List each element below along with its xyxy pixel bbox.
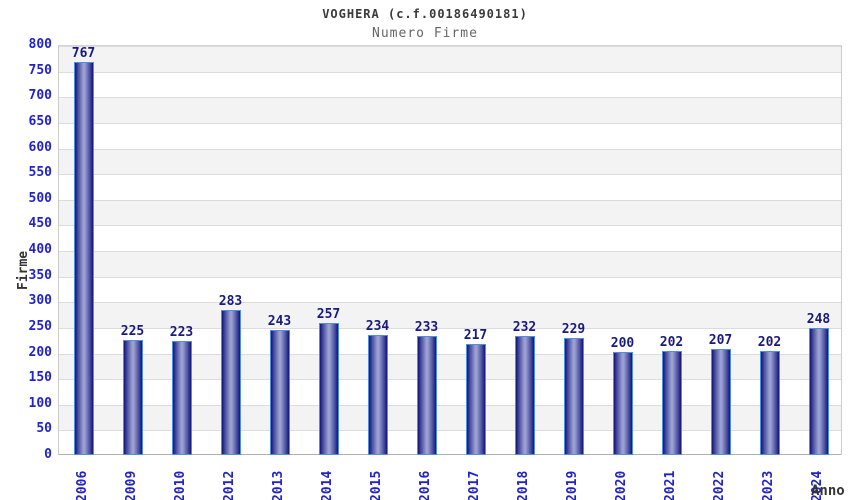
x-tick-label: 2010 (172, 470, 188, 500)
plot-band (59, 276, 841, 303)
bar (563, 338, 584, 455)
y-tick-label: 150 (28, 370, 52, 386)
bar-value-label: 202 (757, 335, 782, 350)
plot-band (59, 71, 841, 98)
bar-value-label: 229 (561, 322, 586, 337)
x-tick-label: 2013 (270, 470, 286, 500)
bar (514, 336, 535, 455)
plot-band (59, 46, 841, 72)
x-tick-label: 2014 (319, 470, 335, 500)
bar-value-label: 767 (71, 46, 96, 61)
bar (269, 330, 290, 455)
y-tick-label: 250 (28, 318, 52, 334)
bar (612, 352, 633, 455)
gridline (59, 251, 841, 252)
bar-value-label: 257 (316, 307, 341, 322)
x-tick-label: 2019 (564, 470, 580, 500)
bar-value-label: 243 (267, 314, 292, 329)
x-axis-line (59, 454, 841, 455)
gridline (59, 122, 841, 124)
x-tick-label: 2023 (760, 470, 776, 500)
bar (759, 351, 780, 455)
y-tick-label: 500 (28, 190, 52, 206)
x-tick-label: 2006 (74, 470, 90, 500)
bar (318, 323, 339, 455)
x-tick-label: 2015 (368, 470, 384, 500)
plot-band (59, 174, 841, 200)
gridline (59, 71, 841, 73)
x-tick-label: 2012 (221, 470, 237, 500)
bar (710, 349, 731, 455)
y-tick-label: 750 (28, 62, 52, 78)
plot-band (59, 148, 841, 175)
y-tick-label: 700 (28, 88, 52, 104)
y-tick-label: 550 (28, 165, 52, 181)
y-tick-label: 650 (28, 113, 52, 129)
bar (367, 335, 388, 455)
gridline (59, 225, 841, 227)
y-tick-label: 0 (44, 447, 52, 462)
plot-band (59, 225, 841, 251)
bar (416, 336, 437, 455)
x-axis-title: Anno (811, 483, 845, 499)
gridline (59, 199, 841, 201)
bar-value-label: 207 (708, 333, 733, 348)
gridline (59, 430, 841, 432)
plot-area: 767 225 223 283 243 257 234 233 217 232 229 200 202 2… (58, 45, 842, 456)
bar (171, 341, 192, 455)
y-tick-label: 400 (28, 242, 52, 257)
bar-value-label: 200 (610, 336, 635, 351)
gridline (59, 276, 841, 278)
bar (220, 310, 241, 455)
bar (808, 328, 829, 455)
gridline (59, 174, 841, 176)
y-tick-label: 450 (28, 216, 52, 232)
y-tick-label: 600 (28, 139, 52, 155)
chart-subtitle: Numero Firme (372, 26, 478, 41)
y-tick-label: 800 (28, 37, 52, 52)
x-tick-label: 2022 (711, 470, 727, 500)
y-tick-label: 350 (28, 267, 52, 283)
bar (73, 62, 94, 455)
plot-band (59, 251, 841, 277)
bar (465, 344, 486, 455)
gridline (59, 327, 841, 329)
y-tick-label: 300 (28, 293, 52, 309)
x-tick-label: 2018 (515, 470, 531, 500)
x-tick-label: 2016 (417, 470, 433, 500)
x-tick-label: 2017 (466, 470, 482, 500)
y-tick-label: 50 (36, 421, 52, 437)
bar-value-label: 217 (463, 328, 488, 343)
plot-band (59, 199, 841, 226)
y-tick-label: 200 (28, 344, 52, 360)
chart-title: VOGHERA (c.f.00186490181) (322, 7, 528, 21)
bar-value-label: 223 (169, 325, 194, 340)
gridline (59, 404, 841, 406)
plot-band (59, 97, 841, 123)
bar (122, 340, 143, 455)
gridline (59, 302, 841, 304)
x-tick-label: 2020 (613, 470, 629, 500)
bar-value-label: 202 (659, 335, 684, 350)
y-tick-label: 100 (28, 395, 52, 411)
bar (661, 351, 682, 455)
x-tick-label: 2009 (123, 470, 139, 500)
plot-band (59, 122, 841, 149)
gridline (59, 353, 841, 355)
x-tick-label: 2021 (662, 470, 678, 500)
bar-value-label: 232 (512, 320, 537, 335)
bar-value-label: 283 (218, 294, 243, 309)
bar-value-label: 248 (806, 312, 831, 327)
gridline (59, 148, 841, 150)
bar-value-label: 225 (120, 324, 145, 339)
gridline (59, 379, 841, 381)
gridline (59, 97, 841, 99)
bar-value-label: 233 (414, 320, 439, 335)
plot-band (59, 302, 841, 328)
gridline (59, 46, 841, 47)
bar-value-label: 234 (365, 319, 390, 334)
